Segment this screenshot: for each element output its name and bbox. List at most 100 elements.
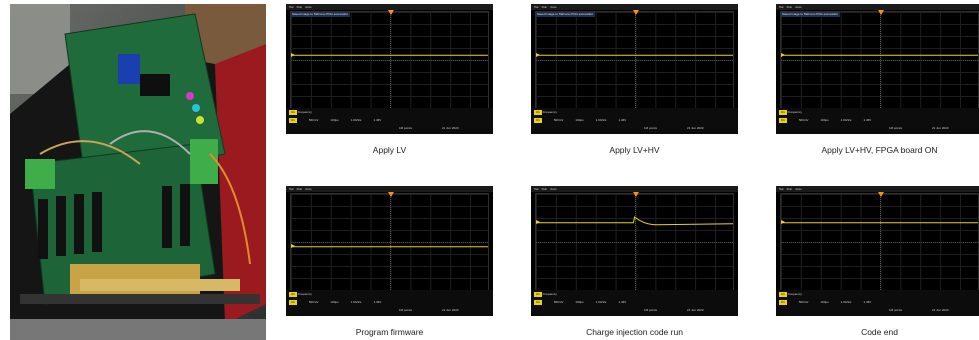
trigger-marker-icon xyxy=(877,10,884,15)
scope-mode-label: Auto xyxy=(550,187,557,191)
measurement-label: Frequency xyxy=(541,292,557,296)
scope-mode-label: Auto xyxy=(305,5,312,9)
save-notification: Saved image to TEKxxxx.PNG successful xyxy=(780,12,840,17)
scope-trig-level: 1.46V xyxy=(373,300,382,304)
waveform-line xyxy=(536,216,733,226)
scope-run-label: Run xyxy=(786,5,793,9)
settings-row: C1 500mV 100µs 1.0GS/s 1.46V xyxy=(779,300,979,306)
channel-tag: C1 xyxy=(779,118,787,123)
channel-level-marker-icon xyxy=(536,220,540,225)
trigger-marker-icon xyxy=(632,192,639,197)
waveform-trace xyxy=(291,246,488,248)
measurement-row: C1 Frequency xyxy=(534,292,735,298)
scope-run-label: Run xyxy=(296,187,303,191)
channel-tag: C1 xyxy=(289,118,297,123)
waveform-trace xyxy=(536,216,733,226)
scope-trig-level: 1.46V xyxy=(863,300,872,304)
scope-date: 21 Jun 2023 xyxy=(932,308,949,312)
scope-timebase: 100µs xyxy=(330,300,339,304)
center-horizontal-line xyxy=(536,60,733,61)
measurement-label: Frequency xyxy=(786,110,802,114)
scope-top-bar: Tek Run Auto xyxy=(776,186,979,192)
panel-caption: Code end xyxy=(861,327,898,337)
scope-run-label: Run xyxy=(541,187,548,191)
scope-scale: 500mV xyxy=(798,300,809,304)
channel-level-marker-icon xyxy=(536,52,540,57)
info-row: 1M points 21 Jun 2023 xyxy=(289,308,490,314)
channel-tag: C1 xyxy=(779,300,787,305)
scope-timebase: 100µs xyxy=(330,118,339,122)
scope-brand-label: Tek xyxy=(289,5,294,9)
scope-date: 21 Jun 2023 xyxy=(932,126,949,130)
measurement-row: C1 Frequency xyxy=(779,292,979,298)
channel-tag: C1 xyxy=(534,300,542,305)
channel-tag: C1 xyxy=(534,118,542,123)
center-horizontal-line xyxy=(291,242,488,243)
save-notification: Saved image to TEKxxxx.PNG successful xyxy=(290,12,350,17)
waveform-trace xyxy=(291,54,488,56)
oscilloscope-screen: Tek Run Auto Saved image to TEKxxxx.PNG suc… xyxy=(286,4,493,134)
measurement-row: C1 Frequency xyxy=(289,110,490,116)
channel-tag: C1 xyxy=(779,292,787,297)
info-row: 1M points 21 Jun 2023 xyxy=(779,308,979,314)
scope-top-bar: Tek Run Auto xyxy=(286,186,493,192)
scope-scale: 500mV xyxy=(308,300,319,304)
info-row: 1M points 21 Jun 2023 xyxy=(534,126,735,132)
scope-graticule xyxy=(780,10,979,109)
scope-graticule xyxy=(780,192,979,291)
waveform-trace xyxy=(536,54,733,56)
channel-level-marker-icon xyxy=(291,52,295,57)
panel-caption: Program firmware xyxy=(355,327,424,337)
scope-status-bar: C1 Frequency C1 500mV 100µs 1.0GS/s 1.46V 1M p… xyxy=(286,108,493,134)
measurement-label: Frequency xyxy=(296,292,312,296)
scope-top-bar: Tek Run Auto xyxy=(531,4,738,10)
scope-trig-level: 1.46V xyxy=(373,118,382,122)
oscilloscope-screen: Tek Run Auto Saved image to TEKxxxx.PNG suc… xyxy=(776,4,979,134)
scope-trig-level: 1.46V xyxy=(863,118,872,122)
scope-mode-label: Auto xyxy=(795,5,802,9)
settings-row: C1 500mV 100µs 1.0GS/s 1.46V xyxy=(779,118,979,124)
measurement-row: C1 Frequency xyxy=(289,292,490,298)
scope-run-label: Run xyxy=(296,5,303,9)
channel-tag: C1 xyxy=(534,292,542,297)
scope-mode-label: Auto xyxy=(305,187,312,191)
panel-caption: Apply LV+HV, FPGA board ON xyxy=(821,145,938,155)
scope-trig-level: 1.46V xyxy=(618,300,627,304)
scope-brand-label: Tek xyxy=(534,5,539,9)
center-horizontal-line xyxy=(781,60,978,61)
scope-status-bar: C1 Frequency C1 500mV 100µs 1.0GS/s 1.46V 1M p… xyxy=(531,290,738,316)
measurement-label: Frequency xyxy=(541,110,557,114)
scope-trig-level: 1.46V xyxy=(618,118,627,122)
scope-scale: 500mV xyxy=(553,118,564,122)
scope-brand-label: Tek xyxy=(289,187,294,191)
channel-tag: C1 xyxy=(289,300,297,305)
measurement-row: C1 Frequency xyxy=(779,110,979,116)
settings-row: C1 500mV 100µs 1.0GS/s 1.46V xyxy=(289,300,490,306)
channel-tag: C1 xyxy=(779,110,787,115)
record-length: 1M points xyxy=(399,308,413,312)
hardware-setup-photo xyxy=(10,4,266,340)
panel-caption: Apply LV xyxy=(372,145,407,155)
settings-row: C1 500mV 100µs 1.0GS/s 1.46V xyxy=(534,118,735,124)
scope-timebase: 100µs xyxy=(820,300,829,304)
info-row: 1M points 21 Jun 2023 xyxy=(534,308,735,314)
scope-sample-rate: 1.0GS/s xyxy=(350,118,362,122)
scope-sample-rate: 1.0GS/s xyxy=(840,300,852,304)
waveform-trace xyxy=(781,54,978,56)
scope-status-bar: C1 Frequency C1 500mV 100µs 1.0GS/s 1.46V 1M p… xyxy=(776,290,979,316)
settings-row: C1 500mV 100µs 1.0GS/s 1.46V xyxy=(534,300,735,306)
panel-caption: Apply LV+HV xyxy=(609,145,660,155)
scope-top-bar: Tek Run Auto xyxy=(776,4,979,10)
record-length: 1M points xyxy=(644,308,658,312)
scope-top-bar: Tek Run Auto xyxy=(286,4,493,10)
scope-run-label: Run xyxy=(541,5,548,9)
channel-level-marker-icon xyxy=(291,244,295,249)
hardware-setup-illustration xyxy=(10,4,266,340)
scope-graticule xyxy=(290,10,489,109)
center-horizontal-line xyxy=(291,60,488,61)
scope-mode-label: Auto xyxy=(795,187,802,191)
channel-tag: C1 xyxy=(534,110,542,115)
trigger-marker-icon xyxy=(632,10,639,15)
scope-scale: 500mV xyxy=(798,118,809,122)
center-horizontal-line xyxy=(781,242,978,243)
